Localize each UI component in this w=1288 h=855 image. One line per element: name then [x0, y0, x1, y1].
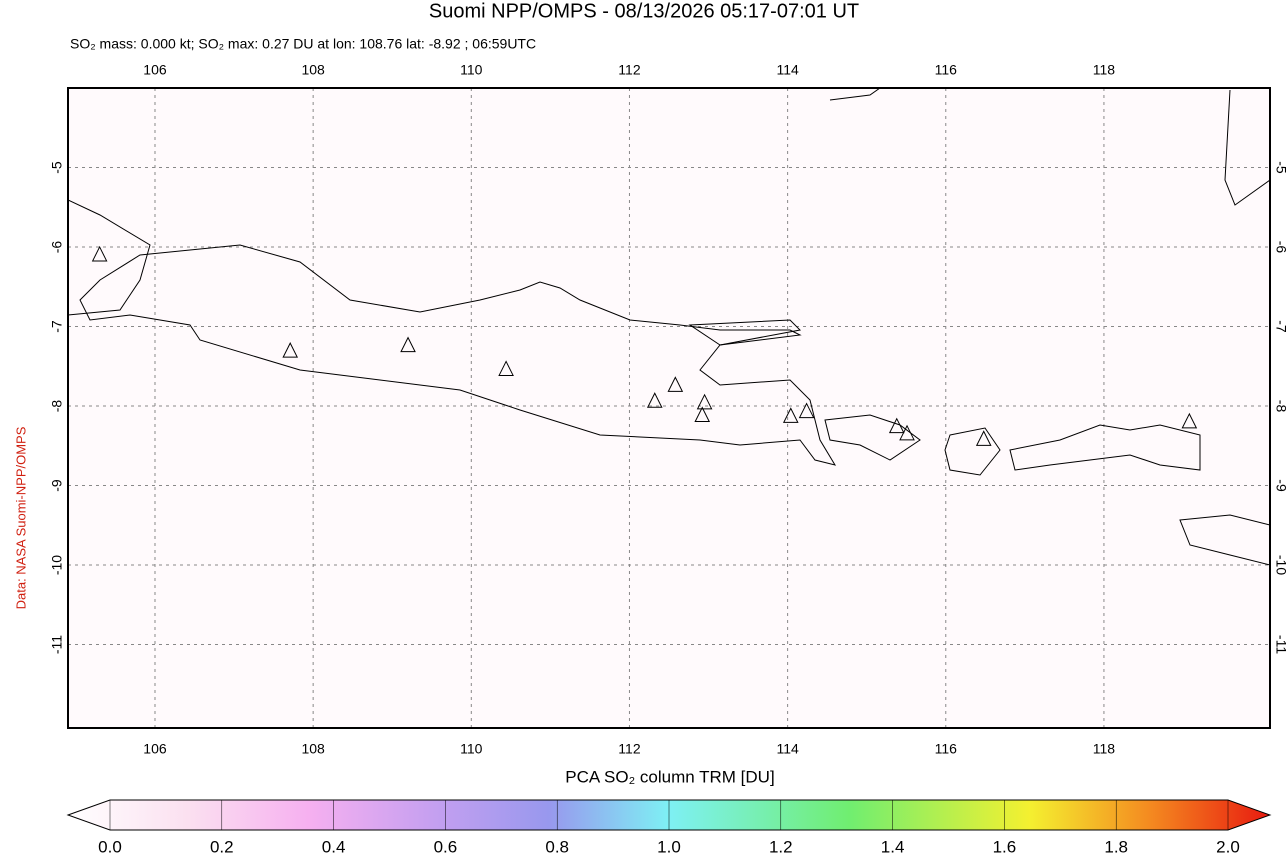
x-tick-label: 106 [143, 62, 167, 78]
volcano [400, 336, 416, 353]
colorbar-tick-label: 1.6 [993, 837, 1017, 855]
volcano [91, 245, 108, 262]
colorbar-tick-label: 1.4 [881, 837, 905, 855]
madura [688, 319, 802, 346]
x-tick-label: 112 [618, 62, 641, 78]
x-tick-label: 110 [460, 62, 483, 78]
map-area [67, 87, 1271, 729]
sumbawa [1009, 424, 1201, 471]
colorbar-tick-label: 0.8 [545, 837, 569, 855]
side-note: Data: NASA Suomi-NPP/OMPS [13, 426, 28, 609]
y-tick-label: -5 [49, 161, 65, 174]
volcano [798, 402, 815, 419]
x-tick-label: 112 [618, 741, 641, 757]
java [79, 244, 837, 466]
sumatra [68, 199, 151, 316]
volcano [696, 393, 713, 410]
colorbar-tick-label: 1.8 [1104, 837, 1128, 855]
title: Suomi NPP/OMPS - 08/13/2026 05:17-07:01 … [429, 0, 859, 22]
coastlines [68, 88, 1270, 566]
colorbar-tick-label: 1.2 [769, 837, 793, 855]
colorbar-tick-label: 2.0 [1216, 837, 1240, 855]
y-tick-label: -8 [49, 400, 65, 413]
map-frame [67, 87, 1271, 729]
x-tick-label: 108 [301, 62, 325, 78]
sumba [1179, 514, 1270, 566]
y-tick-label: -9 [1273, 479, 1288, 492]
volcano [782, 407, 799, 423]
y-tick-label: -8 [1273, 400, 1288, 413]
volcano [667, 376, 684, 392]
volcano [498, 360, 514, 376]
colorbar-tick-label: 0.6 [434, 837, 458, 855]
y-tick-label: -10 [49, 555, 65, 575]
volcano [888, 417, 905, 434]
x-tick-label: 114 [776, 62, 799, 78]
lombok [944, 427, 1001, 476]
subtitle: SO₂ mass: 0.000 kt; SO₂ max: 0.27 DU at … [70, 36, 536, 52]
volcano [694, 406, 711, 423]
volcano [975, 430, 992, 446]
y-tick-label: -5 [1273, 161, 1288, 174]
bali [824, 414, 921, 461]
x-tick-label: 114 [776, 741, 799, 757]
colorbar-tick-label: 0.4 [322, 837, 346, 855]
volcano [899, 424, 915, 441]
x-tick-label: 116 [935, 741, 958, 757]
x-tick-label: 118 [1093, 62, 1116, 78]
x-tick-label: 110 [460, 741, 483, 757]
volcano [646, 392, 663, 408]
y-tick-label: -6 [1273, 241, 1288, 254]
y-tick-label: -11 [1273, 635, 1288, 654]
y-tick-label: -11 [49, 635, 65, 654]
colorbar-label: PCA SO₂ column TRM [DU] [565, 767, 774, 786]
x-tick-label: 108 [301, 741, 325, 757]
x-tick-label: 116 [935, 62, 958, 78]
volcano [282, 342, 299, 358]
y-tick-label: -9 [49, 479, 65, 492]
y-tick-label: -7 [1273, 320, 1288, 333]
x-tick-label: 118 [1093, 741, 1116, 757]
volcanoes [91, 245, 1198, 446]
colorbar-tick-label: 1.0 [657, 837, 681, 855]
colorbar-tick-label: 0.2 [210, 837, 234, 855]
y-tick-label: -10 [1273, 555, 1288, 575]
y-tick-label: -6 [49, 241, 65, 254]
borneo [829, 88, 1270, 206]
colorbar-tick-label: 0.0 [98, 837, 122, 855]
grid [68, 88, 1270, 728]
x-tick-label: 106 [143, 741, 167, 757]
y-tick-label: -7 [49, 320, 65, 333]
volcano [1181, 412, 1198, 429]
